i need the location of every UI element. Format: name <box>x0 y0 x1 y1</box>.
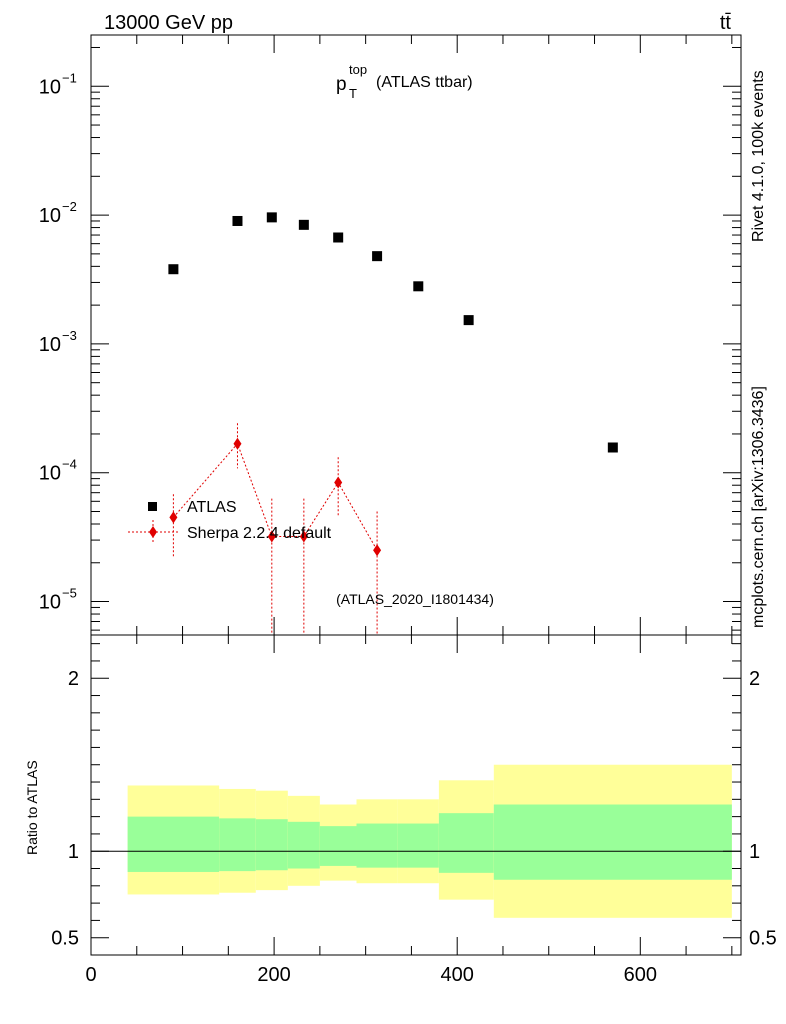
main-axes: 10−510−410−310−210−1 <box>39 34 742 636</box>
atlas-point <box>298 219 309 230</box>
ratio-y-tick-label-left: 0.5 <box>51 928 79 950</box>
legend-sherpa-marker <box>149 526 157 538</box>
y-tick-exponent: −3 <box>62 328 77 343</box>
atlas-point <box>333 232 344 243</box>
stat-uncertainty-band <box>356 823 398 868</box>
sherpa-point <box>169 511 178 524</box>
stat-uncertainty-band <box>219 818 256 872</box>
legend-sherpa-label: Sherpa 2.2.4 default <box>187 525 332 542</box>
ratio-y-tick-label-right: 2 <box>749 668 760 690</box>
source-label: mcplots.cern.ch [arXiv:1306.3436] <box>750 386 767 628</box>
ratio-bands <box>127 764 732 918</box>
plot-title: p <box>336 74 347 95</box>
y-tick-exponent: −1 <box>62 70 77 85</box>
y-tick-label: 10 <box>39 76 61 98</box>
x-tick-label: 0 <box>85 964 96 986</box>
y-tick-label: 10 <box>39 205 61 227</box>
ratio-axes: 0.5 0.5 1 1 2 2 0 200 400 600 <box>51 634 777 986</box>
ratio-frame <box>90 634 742 956</box>
stat-uncertainty-band <box>493 804 732 880</box>
atlas-point <box>463 315 474 326</box>
stat-uncertainty-band <box>255 819 288 871</box>
x-tick-label: 400 <box>441 964 474 986</box>
stat-uncertainty-band <box>127 816 220 872</box>
ratio-y-tick-label-right: 0.5 <box>749 928 777 950</box>
title-subscript: T <box>349 86 357 101</box>
main-frame <box>90 34 742 636</box>
ratio-ylabel: Ratio to ATLAS <box>24 760 40 855</box>
title-suffix: (ATLAS ttbar) <box>376 74 473 91</box>
atlas-point <box>607 442 618 453</box>
sherpa-point <box>233 437 242 450</box>
y-tick-exponent: −4 <box>62 457 77 472</box>
sherpa-point <box>373 544 382 557</box>
stat-uncertainty-band <box>397 823 439 868</box>
sherpa-point <box>299 530 308 543</box>
rivet-version-label: Rivet 4.1.0, 100k events <box>750 70 767 242</box>
stat-uncertainty-band <box>319 826 357 866</box>
atlas-point <box>266 212 277 223</box>
atlas-point <box>372 251 383 262</box>
stat-uncertainty-band <box>438 813 494 873</box>
legend-atlas-label: ATLAS <box>187 499 237 516</box>
sherpa-point <box>334 476 343 489</box>
ratio-y-tick-label-left: 2 <box>68 668 79 690</box>
y-tick-label: 10 <box>39 592 61 614</box>
main-data <box>168 212 618 635</box>
sherpa-line <box>173 442 378 551</box>
atlas-point <box>413 281 424 292</box>
y-tick-exponent: −5 <box>62 586 77 601</box>
ratio-y-tick-label-right: 1 <box>749 841 760 863</box>
atlas-point <box>168 264 179 275</box>
ratio-y-tick-label-left: 1 <box>68 841 79 863</box>
stat-uncertainty-band <box>287 821 320 869</box>
y-tick-label: 10 <box>39 463 61 485</box>
x-tick-label: 600 <box>624 964 657 986</box>
x-tick-label: 200 <box>257 964 290 986</box>
analysis-tag: (ATLAS_2020_I1801434) <box>336 591 494 607</box>
energy-label: 13000 GeV pp <box>104 12 233 34</box>
legend-atlas-marker <box>148 502 157 511</box>
y-tick-exponent: −2 <box>62 199 77 214</box>
process-label: tt̄ <box>720 12 732 34</box>
legend: ATLAS Sherpa 2.2.4 default <box>128 499 332 544</box>
y-tick-label: 10 <box>39 334 61 356</box>
title-main: p <box>336 74 347 95</box>
title-superscript: top <box>349 62 367 77</box>
atlas-point <box>232 215 243 226</box>
sherpa-point <box>267 530 276 543</box>
